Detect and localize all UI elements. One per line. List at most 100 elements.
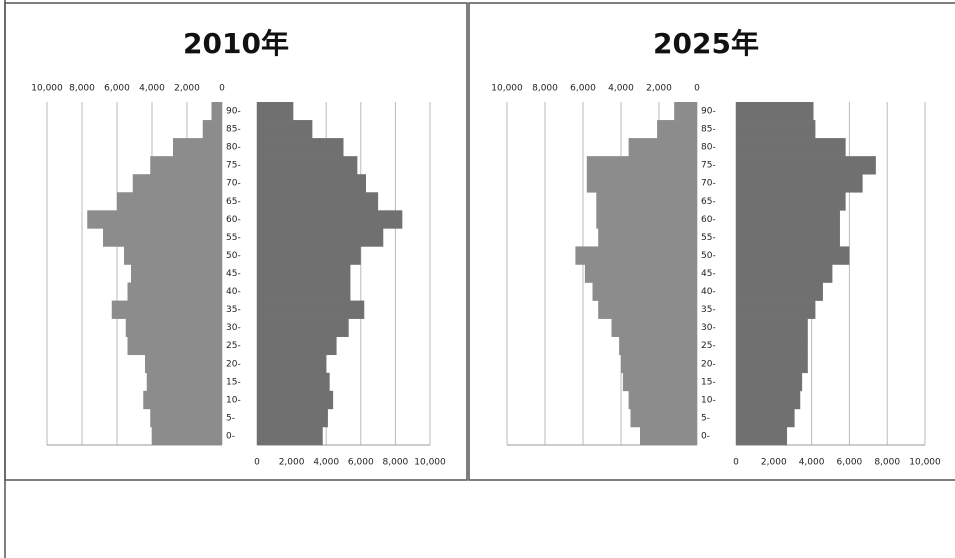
category-label: 15- [226, 377, 241, 387]
bar-right [257, 174, 366, 193]
x-tick-label: 6,000 [348, 458, 374, 468]
bar-right [736, 102, 814, 121]
bar-left [145, 354, 222, 374]
category-label: 60- [226, 215, 241, 225]
bar-right [257, 228, 384, 247]
bar-right [736, 282, 823, 301]
category-label: 50- [701, 251, 716, 261]
bar-right [736, 174, 863, 193]
bar-right [257, 246, 361, 265]
x-tick-label: 0 [733, 458, 739, 468]
category-label: 20- [701, 359, 716, 369]
x-tick-label: 6,000 [570, 84, 596, 94]
bar-left [575, 246, 697, 265]
category-label: 45- [226, 269, 241, 279]
bar-left [143, 390, 222, 410]
category-label: 60- [701, 215, 716, 225]
bar-right [257, 192, 379, 211]
bar-left [202, 120, 222, 139]
bar-left [150, 408, 222, 428]
bar-left [628, 390, 697, 410]
bar-left [584, 264, 697, 283]
panel-frame [468, 2, 955, 481]
x-tick-label: 4,000 [313, 458, 339, 468]
category-label: 20- [226, 359, 241, 369]
bar-left [132, 174, 222, 193]
bar-left [630, 408, 697, 428]
category-label: 45- [701, 269, 716, 279]
bar-right [736, 246, 850, 265]
bar-right [257, 138, 344, 157]
bar-right [736, 264, 833, 283]
bar-right [736, 318, 808, 337]
bar-left [103, 228, 222, 247]
bar-right [257, 390, 334, 410]
bar-left [622, 372, 697, 392]
bar-left [621, 354, 697, 374]
bar-left [150, 156, 222, 175]
panel-frame [4, 2, 468, 481]
bar-right [257, 300, 365, 319]
x-tick-label: 4,000 [799, 458, 825, 468]
category-label: 70- [226, 179, 241, 189]
x-tick-label: 2,000 [279, 458, 305, 468]
bar-left [674, 102, 697, 121]
category-label: 35- [701, 305, 716, 315]
bar-left [127, 282, 222, 301]
x-tick-label: 0 [694, 84, 700, 94]
bar-right [736, 300, 816, 319]
bar-right [257, 426, 323, 446]
bar-right [257, 354, 327, 374]
x-tick-label: 2,000 [761, 458, 787, 468]
bar-left [152, 426, 222, 446]
category-label: 0- [226, 431, 235, 441]
category-label: 90- [226, 107, 241, 117]
bar-right [257, 210, 403, 229]
category-label: 70- [701, 179, 716, 189]
x-tick-label: 0 [254, 458, 260, 468]
x-tick-label: 8,000 [69, 84, 95, 94]
bar-right [257, 318, 349, 337]
x-tick-label: 8,000 [383, 458, 409, 468]
bar-left [640, 426, 697, 446]
bar-left [611, 318, 697, 337]
bar-left [598, 228, 697, 247]
category-label: 50- [226, 251, 241, 261]
category-label: 30- [701, 323, 716, 333]
category-label: 80- [226, 143, 241, 153]
category-label: 55- [701, 233, 716, 243]
category-label: 0- [701, 431, 710, 441]
bar-right [736, 192, 846, 211]
category-label: 10- [226, 395, 241, 405]
bar-right [736, 336, 808, 356]
category-label: 5- [701, 413, 710, 423]
bar-right [736, 390, 801, 410]
x-tick-label: 0 [219, 84, 225, 94]
category-label: 85- [701, 125, 716, 135]
category-label: 30- [226, 323, 241, 333]
category-label: 80- [701, 143, 716, 153]
bar-right [736, 408, 795, 428]
x-tick-label: 4,000 [139, 84, 165, 94]
x-tick-label: 6,000 [104, 84, 130, 94]
x-tick-label: 2,000 [174, 84, 200, 94]
bar-left [173, 138, 222, 157]
category-label: 15- [701, 377, 716, 387]
bar-right [257, 102, 294, 121]
x-tick-label: 8,000 [874, 458, 900, 468]
chart-title: 2025年 [653, 27, 759, 60]
bar-left [127, 336, 222, 356]
x-tick-label: 8,000 [532, 84, 558, 94]
category-label: 85- [226, 125, 241, 135]
category-label: 10- [701, 395, 716, 405]
category-label: 25- [701, 341, 716, 351]
bar-left [146, 372, 222, 392]
bar-left [596, 210, 697, 229]
bar-left [592, 282, 697, 301]
chart-title: 2010年 [183, 27, 289, 60]
x-tick-label: 6,000 [837, 458, 863, 468]
x-tick-label: 10,000 [414, 458, 446, 468]
x-tick-label: 4,000 [608, 84, 634, 94]
bar-left [586, 156, 697, 175]
category-label: 75- [701, 161, 716, 171]
